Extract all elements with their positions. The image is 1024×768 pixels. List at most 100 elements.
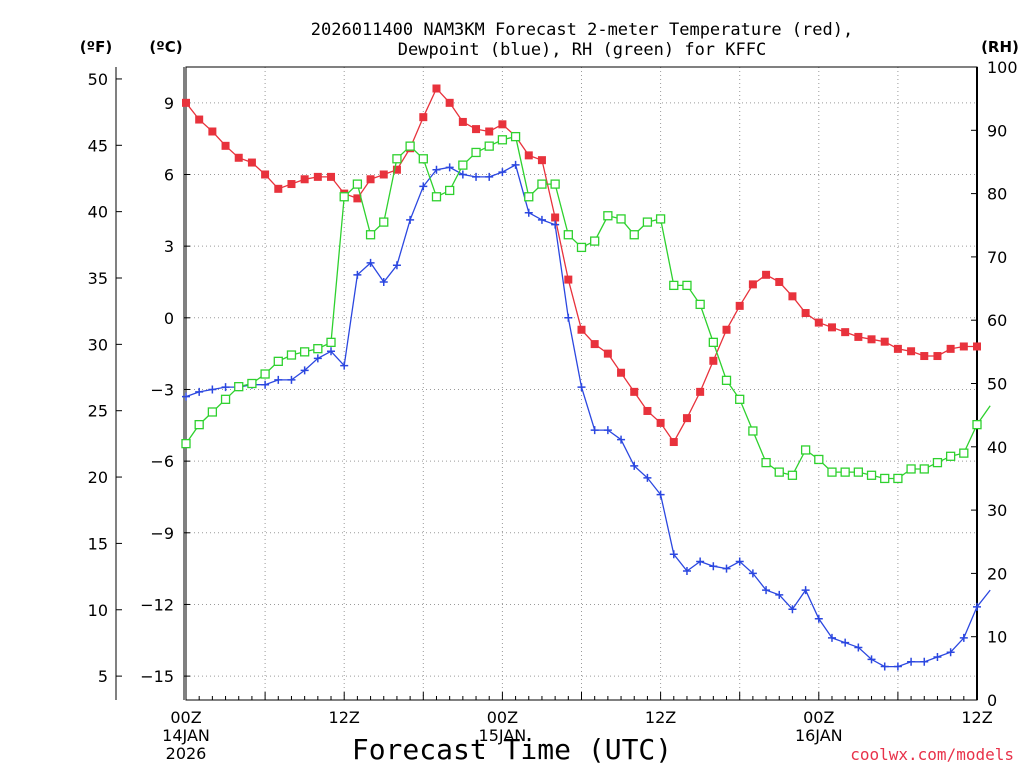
data-point [234,153,243,162]
data-point [445,163,454,172]
data-point [880,473,890,484]
data-point [709,356,718,365]
data-point [366,175,375,184]
data-point [853,467,863,477]
data-point [867,655,876,664]
data-point [959,342,968,351]
x-axis-title: Forecast Time (UTC) [352,733,672,766]
data-point [352,179,363,189]
data-point [472,125,481,134]
data-point [893,473,903,484]
fahrenheit-tick-label: 5 [98,667,108,686]
data-point [220,394,231,404]
series-rh [181,131,991,484]
data-point [511,160,520,169]
data-point [366,258,375,267]
data-point [286,350,297,360]
x-tick-year-label: 2026 [166,744,207,763]
data-point [840,467,850,477]
data-point [787,470,798,480]
x-tick-date-label: 16JAN [795,726,843,745]
data-point [945,451,956,461]
data-point [801,586,810,595]
data-point [933,653,942,662]
data-point [617,368,626,377]
data-point [274,184,283,193]
data-point [946,344,955,353]
x-tick-label: 12Z [961,708,992,727]
series-line [185,163,991,668]
data-point [353,270,362,279]
celsius-tick-label: 0 [164,309,174,328]
data-point [537,215,546,224]
data-point [510,131,521,142]
data-point [735,394,745,404]
celsius-tick-label: −15 [140,667,174,686]
data-point [722,325,731,334]
unit-label-rh: (RH) [981,38,1019,56]
series-2-meter-temperature [182,84,981,447]
data-point [419,113,428,122]
data-point [551,213,560,222]
data-point [392,261,401,270]
data-point [880,337,889,346]
data-point [880,662,889,671]
data-point [261,380,270,389]
celsius-tick-label: −6 [150,452,174,471]
rh-tick-label: 0 [987,691,997,710]
data-point [841,328,850,337]
data-point [669,438,678,447]
data-point [920,657,929,666]
data-point [590,340,599,349]
data-point [603,211,613,221]
data-point [299,347,310,357]
fahrenheit-tick-label: 10 [88,601,108,620]
series-dewpoint [182,160,991,671]
data-point [682,280,692,291]
data-point [458,170,467,179]
data-point [340,361,349,370]
data-point [801,309,810,318]
data-point [959,448,969,458]
data-point [445,98,454,107]
data-point [471,147,481,158]
data-point [643,406,652,415]
data-point [287,375,296,384]
unit-label-fahrenheit: (ºF) [80,38,112,56]
data-point [326,337,336,348]
data-point [590,236,600,246]
series-line [185,135,991,480]
data-point [524,192,534,202]
data-point [563,230,573,240]
celsius-tick-label: −9 [150,524,174,543]
data-point [406,215,415,224]
x-tick-label: 00Z [487,708,518,727]
x-tick-date-label: 15JAN [479,726,527,745]
data-point [695,299,705,310]
data-point [392,165,401,174]
data-point [920,352,929,361]
fahrenheit-tick-label: 50 [88,70,108,89]
credit-link[interactable]: coolwx.com/models [850,745,1014,764]
rh-tick-label: 90 [987,121,1007,140]
x-tick-label: 00Z [170,708,201,727]
data-point [498,168,507,177]
data-point [207,407,218,417]
data-point [274,375,283,384]
data-point [682,414,691,423]
data-point [721,375,732,385]
data-point [564,275,573,284]
data-point [762,270,771,279]
data-point [445,185,455,196]
data-point [866,470,877,480]
data-point [906,464,916,474]
data-point [524,151,533,160]
data-point [696,557,705,566]
data-point [630,387,639,396]
data-point [656,490,665,499]
celsius-tick-label: 3 [164,237,174,256]
data-point [669,280,679,291]
data-point [630,461,639,470]
data-point [379,170,388,179]
